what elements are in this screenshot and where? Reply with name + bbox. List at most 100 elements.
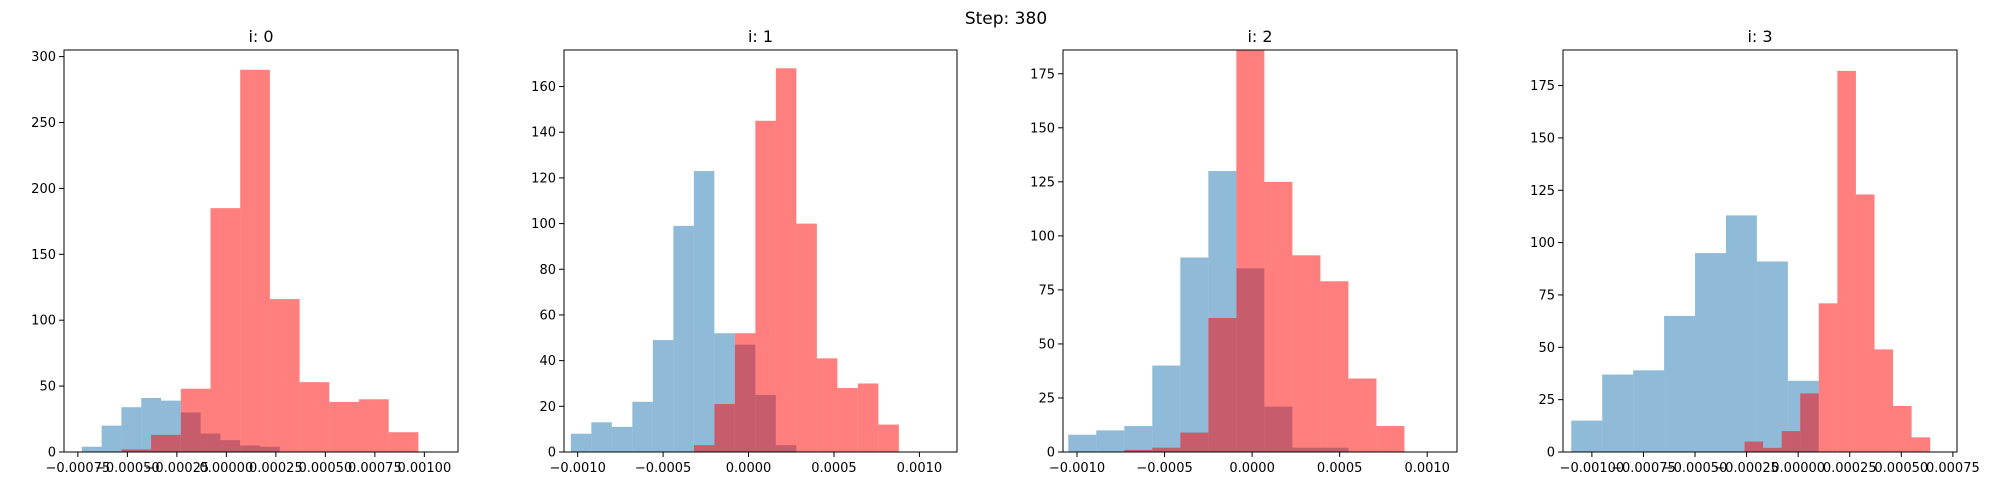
y-tick-label: 250	[31, 116, 56, 131]
x-tick-label: 0.0005	[1317, 461, 1363, 476]
y-tick-label: 160	[531, 80, 556, 95]
axes-frame	[563, 49, 958, 453]
x-tick-label: −0.00075	[46, 461, 111, 476]
histogram-bar-red-2	[734, 333, 756, 452]
histogram-bar-blue-3	[1664, 315, 1696, 452]
axes-frame	[1062, 49, 1458, 453]
histogram-bar-blue-6	[1756, 261, 1788, 452]
y-tick-label: 0	[548, 446, 556, 461]
histogram-bar-blue-0	[1571, 420, 1603, 452]
histogram-bar-red-7	[1320, 281, 1349, 452]
y-tick-label: 0	[1547, 446, 1555, 461]
histogram-bar-blue-0	[570, 433, 592, 452]
histogram-bar-red-4	[240, 69, 270, 452]
x-tick-label: −0.0005	[1136, 461, 1192, 476]
y-tick-label: 0	[48, 446, 56, 461]
x-tick-label: −0.0010	[1049, 461, 1105, 476]
histogram-bar-blue-2	[1633, 370, 1665, 452]
histogram-bar-red-10	[1911, 437, 1931, 452]
histogram-bar-blue-5	[673, 225, 694, 452]
histogram-bar-red-9	[1893, 405, 1912, 452]
histogram-bar-red-7	[329, 401, 360, 452]
y-tick-label: 100	[531, 217, 556, 232]
x-tick-label: −0.00025	[145, 461, 210, 476]
histogram-bar-blue-1	[1602, 374, 1634, 452]
x-tick-label: 0.0010	[897, 461, 943, 476]
x-tick-label: −0.0010	[549, 461, 605, 476]
x-tick-label: −0.00075	[1611, 461, 1676, 476]
y-tick-label: 120	[531, 171, 556, 186]
histogram-bar-red-8	[1348, 378, 1377, 452]
y-tick-label: 50	[1538, 341, 1555, 356]
subplot-i-3: −0.00100−0.00075−0.00050−0.000250.000000…	[1530, 27, 1980, 476]
histogram-bar-red-6	[816, 358, 838, 452]
histogram-bar-blue-3	[632, 401, 653, 452]
y-tick-label: 150	[31, 248, 56, 263]
y-tick-label: 175	[1030, 67, 1055, 82]
histogram-bar-blue-1	[591, 422, 612, 452]
histogram-bar-blue-3	[1152, 365, 1181, 452]
histogram-bar-red-5	[269, 299, 300, 452]
histogram-bar-red-9	[1376, 426, 1405, 452]
axes-frame	[63, 49, 459, 453]
y-tick-label: 200	[31, 182, 56, 197]
x-tick-label: 0.00050	[298, 461, 352, 476]
y-tick-label: 100	[1030, 229, 1055, 244]
histogram-bar-red-8	[1874, 349, 1894, 452]
y-tick-label: 40	[539, 354, 556, 369]
histogram-bar-blue-1	[101, 425, 122, 452]
y-tick-label: 125	[1530, 184, 1555, 199]
histogram-bar-red-3	[755, 120, 776, 452]
x-tick-label: 0.00000	[199, 461, 253, 476]
x-tick-label: 0.00000	[1771, 461, 1825, 476]
y-tick-label: 175	[1530, 79, 1555, 94]
x-tick-label: 0.00025	[1823, 461, 1877, 476]
y-tick-label: 25	[1538, 393, 1555, 408]
histogram-bar-blue-5	[1725, 215, 1757, 452]
histogram-bar-blue-2	[611, 426, 633, 452]
histogram-bar-blue-4	[1180, 257, 1209, 452]
histogram-bar-blue-4	[652, 340, 674, 452]
histogram-bar-red-5	[796, 223, 817, 452]
histogram-bar-blue-2	[1124, 426, 1153, 452]
figure-title: Step: 380	[965, 9, 1047, 29]
subplot-i-2: −0.0010 −0.0005 0.0000 0.0005 0.0010 0 25 50 75 1…	[1030, 27, 1458, 476]
histogram-bar-red-3	[210, 208, 241, 452]
histogram-bar-blue-0	[1068, 434, 1097, 452]
histogram-bar-red-1	[1744, 441, 1764, 452]
histogram-bar-red-0	[1124, 449, 1153, 452]
histogram-bar-red-9	[878, 424, 899, 452]
x-tick-label: 0.0005	[811, 461, 857, 476]
y-tick-label: 140	[531, 126, 556, 141]
histogram-bar-red-3	[1781, 431, 1801, 452]
histogram-bar-red-1	[1152, 447, 1181, 452]
histogram-bar-red-9	[388, 432, 419, 452]
histogram-bar-blue-0	[81, 446, 102, 452]
y-tick-label: 50	[1038, 337, 1055, 352]
y-tick-label: 300	[31, 50, 56, 65]
histogram-bar-red-2	[1180, 432, 1209, 452]
histogram-bar-blue-2	[121, 407, 142, 452]
x-tick-label: −0.00050	[1663, 461, 1728, 476]
histogram-bar-red-5	[1818, 303, 1838, 452]
x-tick-label: 0.00050	[1874, 461, 1928, 476]
x-tick-label: 0.00025	[249, 461, 303, 476]
y-tick-label: 100	[31, 314, 56, 329]
x-tick-label: 0.00075	[1926, 461, 1980, 476]
y-tick-label: 50	[39, 380, 56, 395]
x-tick-label: −0.00050	[95, 461, 160, 476]
y-tick-label: 150	[1530, 131, 1555, 146]
histogram-bar-red-4	[775, 68, 797, 452]
y-tick-label: 100	[1530, 236, 1555, 251]
y-tick-label: 20	[539, 400, 556, 415]
y-tick-label: 125	[1030, 175, 1055, 190]
y-tick-label: 75	[1038, 283, 1055, 298]
y-tick-label: 150	[1030, 121, 1055, 136]
subplot-i-0: −0.00075−0.00050−0.000250.000000.000250.…	[31, 27, 459, 476]
histogram-bar-red-2	[1763, 447, 1782, 452]
subplot-title: i: 1	[748, 27, 773, 46]
x-tick-label: −0.00100	[1560, 461, 1625, 476]
histogram-bar-red-8	[359, 399, 389, 452]
histogram-bar-red-2	[180, 388, 211, 452]
